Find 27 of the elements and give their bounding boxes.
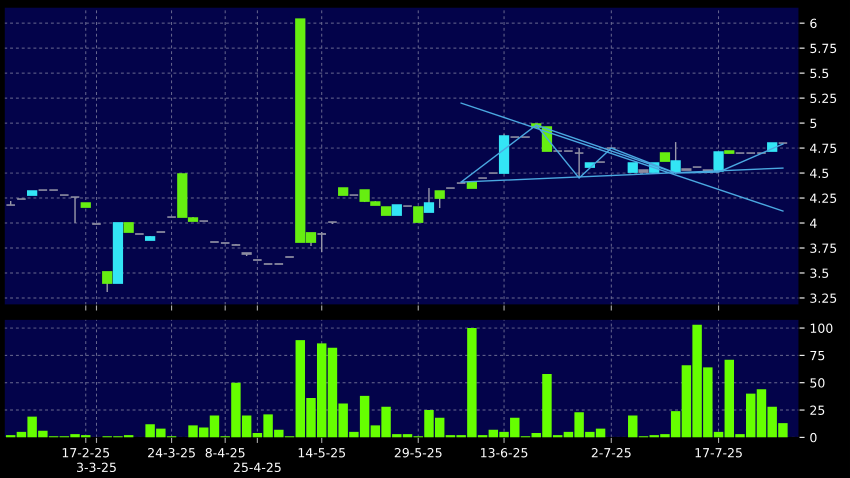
y-tick-label: 5.25 bbox=[810, 94, 836, 104]
x-tick-label: 13-6-25 bbox=[481, 448, 528, 458]
x-tick-label: 17-2-25 bbox=[62, 448, 110, 458]
y-tick-label: 100 bbox=[810, 324, 832, 333]
y-tick-label: 25 bbox=[810, 406, 824, 415]
y-tick-label: 4.5 bbox=[810, 168, 828, 178]
x-tick-label: 3-3-25 bbox=[77, 462, 116, 472]
y-tick-label: 50 bbox=[810, 378, 824, 388]
x-tick-label: 25-4-25 bbox=[234, 462, 281, 472]
y-tick-label: 5.5 bbox=[810, 68, 828, 78]
x-tick-label: 2-7-25 bbox=[592, 448, 631, 458]
y-tick-label: 0 bbox=[810, 432, 817, 442]
y-tick-label: 5.75 bbox=[810, 44, 836, 54]
y-tick-label: 75 bbox=[810, 351, 824, 360]
y-tick-label: 3.5 bbox=[810, 268, 828, 278]
x-tick-label: 8-4-25 bbox=[206, 448, 245, 458]
y-tick-label: 4.75 bbox=[810, 144, 836, 153]
x-tick-label: 14-5-25 bbox=[298, 448, 346, 458]
y-tick-label: 3.75 bbox=[810, 243, 836, 253]
y-tick-label: 6 bbox=[810, 18, 817, 28]
y-tick-label: 3.25 bbox=[810, 293, 836, 303]
x-tick-label: 17-7-25 bbox=[696, 448, 742, 458]
x-tick-label: 29-5-25 bbox=[394, 448, 442, 458]
y-tick-label: 4 bbox=[810, 218, 817, 228]
x-tick-label: 24-3-25 bbox=[148, 448, 195, 458]
y-tick-label: 4.25 bbox=[810, 194, 836, 203]
y-tick-label: 5 bbox=[810, 118, 816, 128]
